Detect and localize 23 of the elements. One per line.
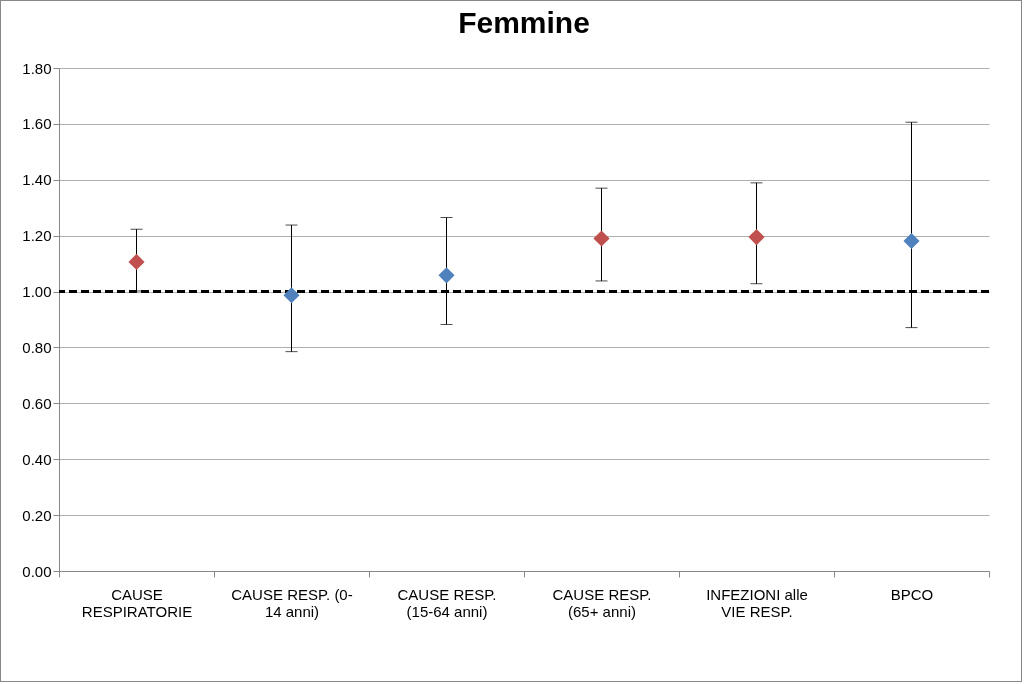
y-tick-label: 1.80 xyxy=(22,59,52,77)
x-tick-label: CAUSE RESPIRATORIE xyxy=(81,585,193,620)
point xyxy=(748,229,765,246)
y-tick-label: 0.40 xyxy=(22,450,52,468)
point xyxy=(283,287,300,304)
y-tick-label: 0.60 xyxy=(22,394,52,412)
x-tick-label: CAUSE RESP. (0-14 anni) xyxy=(231,585,353,620)
x-tick-label: BPCO xyxy=(890,585,934,603)
point xyxy=(438,267,455,284)
y-tick-label: 1.00 xyxy=(22,283,52,301)
y-tick-label: 0.20 xyxy=(22,506,52,524)
y-tick-label: 1.20 xyxy=(22,227,52,245)
y-tick-label: 1.60 xyxy=(22,115,52,133)
y-tick-label: 0.00 xyxy=(22,562,52,580)
y-tick-label: 1.40 xyxy=(22,171,52,189)
x-tick-label: INFEZIONI alle VIE RESP. xyxy=(706,585,808,620)
point xyxy=(128,253,145,270)
y-tick-label: 0.80 xyxy=(22,338,52,356)
x-tick-label: CAUSE RESP. (15-64 anni) xyxy=(397,585,497,620)
point xyxy=(593,230,610,247)
point xyxy=(903,232,920,250)
x-tick-label: CAUSE RESP. (65+ anni) xyxy=(552,585,652,620)
chart-title: Femmine xyxy=(458,6,590,39)
